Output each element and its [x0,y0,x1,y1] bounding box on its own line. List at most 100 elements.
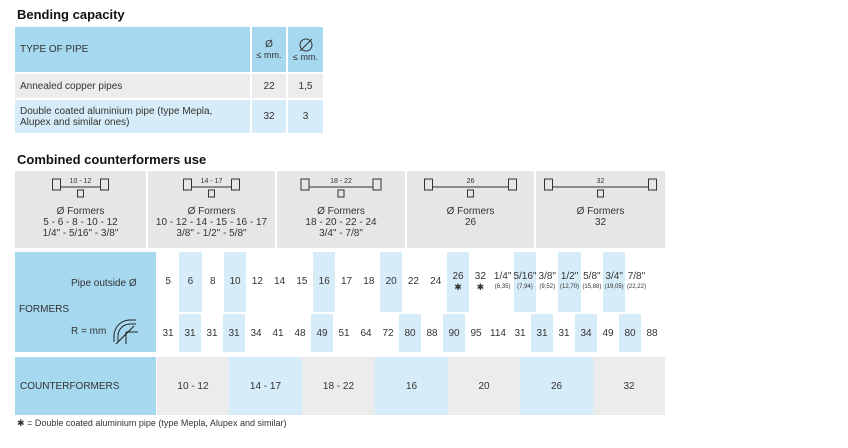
former-tag: 26 [466,178,475,185]
pipe-outside-label: Pipe outside Ø [71,278,137,289]
pipe-value-cell: 8 [201,252,224,312]
pipe-value: 14 [274,276,286,287]
pipe-value-cell: 7/8" (22,22) [625,252,648,312]
pipe-value: 6 [187,276,194,287]
formers-label: FORMERS [19,304,69,315]
annealed-copper-label: Annealed copper pipes [15,74,250,98]
annealed-copper-diameter: 22 [252,74,286,98]
pipe-value: 32 [474,271,486,282]
pipe-value-cell: 26 ✱ [446,252,470,312]
counterformer-value: 10 - 12 [157,357,229,415]
pipe-value: 1/4" [493,271,512,282]
pipe-value: 20 [385,276,397,287]
pipe-value-mm: (7,94) [517,284,533,290]
bending-title: Bending capacity [17,7,125,22]
diameter-symbol: Ø [265,39,273,50]
pipe-value: 7/8" [627,271,646,282]
former-header-5: 32 Ø Formers 32 [536,171,665,248]
pipe-value: 26 [452,271,464,282]
pipe-value: 5/16" [513,271,537,282]
pipe-value: 8 [209,276,216,287]
thickness-column-header: ≤ mm. [288,27,323,72]
pipe-value: 1/2" [560,271,579,282]
r-value-cell: 31 [223,314,245,352]
r-value-cell: 49 [311,314,333,352]
pipe-value: 5/8" [583,271,601,282]
r-value-cell: 49 [597,314,619,352]
thickness-unit: ≤ mm. [293,51,318,62]
r-value-cell: 64 [355,314,377,352]
r-value-cell: 34 [575,314,597,352]
pipe-value: 24 [430,276,442,287]
pipe-section-icon [299,38,312,51]
former-sizes-inch: 1/4" - 5/16" - 3/8" [42,228,119,239]
pipe-value-cell: 1/2" (12,70) [558,252,581,312]
pipe-value: 18 [363,276,375,287]
former-tag: 32 [596,178,605,185]
former-shape-icon [183,178,240,198]
r-value-cell: 51 [333,314,355,352]
pipe-value-cell: 17 [335,252,358,312]
diameter-column-header: Ø ≤ mm. [252,27,286,72]
pipe-value-cell: 3/8" (9,52) [536,252,559,312]
pipe-value-mm: (22,22) [626,284,646,290]
pipe-value: 15 [296,276,308,287]
former-label: Ø Formers [317,206,365,217]
star-icon: ✱ [454,282,462,292]
former-header-4: 26 Ø Formers 26 [407,171,534,248]
former-sizes-mm: 5 - 6 - 8 - 10 - 12 [43,217,118,228]
former-shape-icon [544,178,657,198]
pipe-value: 3/8" [538,271,556,282]
footnote-text: = Double coated aluminium pipe (type Mep… [27,418,287,428]
counterformer-value: 14 - 17 [229,357,302,415]
r-value-cell: 34 [245,314,267,352]
r-mm-label: R = mm [71,326,107,337]
star-icon: ✱ [17,418,25,428]
pipe-value-cell: 5 [157,252,180,312]
pipe-value: 3/4" [605,271,623,282]
pipe-value-mm: (19,05) [604,284,624,290]
pipe-value: 16 [318,276,330,287]
pipe-value-mm: (12,70) [560,284,580,290]
r-value-cell: 95 [465,314,487,352]
pipe-value-cell: 32 ✱ [469,252,492,312]
formers-block [15,252,156,352]
r-value-cell: 31 [157,314,179,352]
former-tag: 18 - 22 [330,178,352,185]
pipe-value-cell: 22 [402,252,425,312]
pipe-value: 5 [165,276,171,287]
type-of-pipe-header: TYPE OF PIPE [15,27,250,72]
footnote: ✱ = Double coated aluminium pipe (type M… [17,418,286,429]
r-value-cell: 31 [179,314,201,352]
former-label: Ø Formers [576,206,625,217]
r-value-cell: 88 [421,314,443,352]
r-value-cell: 31 [201,314,223,352]
r-value-cell: 41 [267,314,289,352]
pipe-value-cell: 15 [290,252,314,312]
former-header-2: 14 - 17 Ø Formers 10 - 12 - 14 - 15 - 16 -… [148,171,275,248]
r-value-cell: 114 [487,314,509,352]
former-header-3: 18 - 22 Ø Formers 18 - 20 - 22 - 24 3/4" - … [277,171,405,248]
aluminium-pipe-thickness: 3 [288,100,323,133]
pipe-value-cell: 18 [357,252,380,312]
pipe-value-mm: (6,35) [494,284,511,290]
aluminium-pipe-label: Double coated aluminium pipe (type Mepla… [15,100,250,133]
former-label: Ø Formers [446,206,495,217]
bend-radius-icon [113,319,138,345]
counterformer-value: 18 - 22 [302,357,375,415]
former-label: Ø Formers [187,206,236,217]
pipe-value-cell: 10 [223,252,247,312]
r-value-cell: 31 [509,314,531,352]
pipe-value-mm: (9,52) [539,284,556,290]
former-sizes-mm: 32 [594,217,607,228]
former-sizes-mm: 10 - 12 - 14 - 15 - 16 - 17 [155,217,268,228]
pipe-value-cell: 24 [424,252,447,312]
former-sizes-inch: 3/4" - 7/8" [319,228,363,239]
pipe-value-mm: (15,88) [582,284,602,290]
pipe-value: 17 [340,276,353,287]
counterformer-value: 26 [520,357,593,415]
pipe-value: 10 [229,276,241,287]
pipe-value-cell: 5/8" (15,88) [580,252,603,312]
former-header-1: 10 - 12 Ø Formers 5 - 6 - 8 - 10 - 12 1/4" … [15,171,146,248]
aluminium-pipe-diameter: 32 [252,100,286,133]
